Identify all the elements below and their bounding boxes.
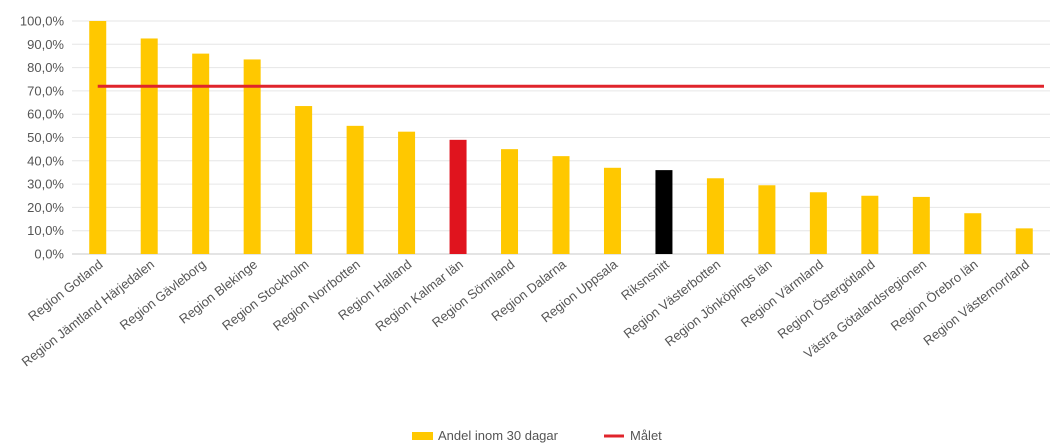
y-tick-label: 20,0% <box>27 200 64 215</box>
bar <box>552 156 570 254</box>
bar <box>603 167 621 254</box>
y-tick-label: 80,0% <box>27 60 64 75</box>
bar <box>192 53 210 255</box>
bar <box>758 185 776 254</box>
bar <box>809 192 827 254</box>
bars <box>89 21 1033 255</box>
y-tick-label: 70,0% <box>27 83 64 98</box>
legend: Andel inom 30 dagar Målet <box>412 428 662 443</box>
bar <box>449 139 467 254</box>
bar <box>1015 228 1033 254</box>
y-tick-label: 90,0% <box>27 37 64 52</box>
bar <box>346 125 364 254</box>
legend-label-bars: Andel inom 30 dagar <box>438 428 559 443</box>
x-category-label: Region Örebro län <box>888 257 981 334</box>
bar <box>501 149 519 254</box>
y-tick-label: 10,0% <box>27 223 64 238</box>
y-tick-label: 0,0% <box>34 247 64 262</box>
bar <box>295 106 313 254</box>
legend-label-target: Målet <box>630 428 662 443</box>
legend-swatch-bars <box>412 432 433 440</box>
bar <box>89 21 107 254</box>
bar <box>398 131 416 254</box>
y-tick-label: 100,0% <box>20 14 65 29</box>
x-category-label: Region Norrbotten <box>270 257 363 334</box>
bar <box>964 213 982 254</box>
x-category-label: Region Kalmar län <box>372 257 466 335</box>
y-tick-label: 60,0% <box>27 107 64 122</box>
x-category-label: Region Gävleborg <box>117 257 209 333</box>
bar <box>140 38 158 254</box>
x-category-label: Region Stockholm <box>219 257 311 334</box>
y-tick-label: 30,0% <box>27 177 64 192</box>
bar <box>706 178 724 254</box>
bar <box>861 195 879 254</box>
y-axis-ticks: 0,0% 10,0% 20,0% 30,0% 40,0% 50,0% 60,0% 70,0% 8… <box>20 14 65 262</box>
bar <box>655 170 673 254</box>
bar <box>912 196 930 254</box>
y-tick-label: 50,0% <box>27 130 64 145</box>
y-tick-label: 40,0% <box>27 153 64 168</box>
bar <box>243 59 261 254</box>
